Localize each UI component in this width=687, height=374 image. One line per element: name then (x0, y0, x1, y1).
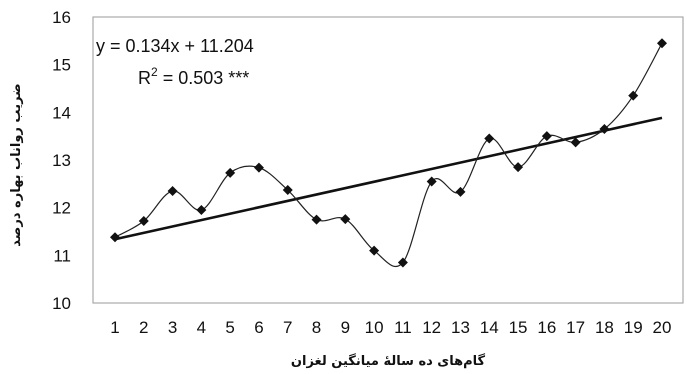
data-point-marker (513, 162, 524, 173)
y-tick-label: 15 (52, 56, 71, 75)
x-tick-label: 16 (537, 318, 556, 337)
data-point-marker (369, 245, 380, 256)
regression-equation: y = 0.134x + 11.204 (96, 36, 254, 56)
data-point-marker (311, 214, 322, 225)
data-point-marker (167, 185, 178, 196)
x-tick-label: 13 (451, 318, 470, 337)
data-point-marker (282, 185, 293, 196)
r-squared-label: R2 = 0.503 *** (138, 65, 249, 88)
x-tick-label: 14 (480, 318, 499, 337)
x-tick-label: 12 (422, 318, 441, 337)
data-point-marker (225, 167, 236, 178)
y-axis-ticks: 10 11 12 13 14 15 16 (52, 8, 71, 313)
data-point-marker (253, 162, 264, 173)
data-point-marker (340, 214, 351, 225)
x-tick-label: 4 (197, 318, 206, 337)
y-axis-title: ضریب رواناب بهاره درصد (9, 83, 24, 246)
data-point-marker (599, 124, 610, 135)
data-point-marker (455, 186, 466, 197)
data-point-marker (138, 216, 149, 227)
data-point-marker (110, 232, 120, 243)
data-point-marker (397, 257, 408, 268)
x-tick-label: 9 (341, 318, 350, 337)
y-tick-label: 16 (52, 8, 71, 27)
x-tick-label: 1 (110, 318, 119, 337)
y-tick-label: 11 (53, 246, 71, 265)
x-tick-label: 3 (168, 318, 177, 337)
y-tick-label: 10 (52, 294, 71, 313)
data-point-marker (541, 131, 552, 142)
y-tick-label: 12 (52, 199, 71, 218)
x-tick-label: 8 (312, 318, 321, 337)
x-tick-label: 19 (624, 318, 643, 337)
data-point-marker (628, 90, 639, 101)
x-tick-label: 11 (394, 318, 412, 337)
data-point-marker (484, 133, 495, 144)
y-tick-label: 13 (52, 151, 71, 170)
x-axis-ticks: 1 2 3 4 5 6 7 8 9 10 11 12 13 14 15 16 17 18 19 20 (110, 318, 671, 337)
x-axis-title: گام‌های ده سالهٔ میانگین لغزان (291, 353, 486, 369)
x-tick-label: 15 (509, 318, 528, 337)
y-tick-label: 14 (52, 103, 71, 122)
data-point-marker (196, 205, 207, 216)
x-tick-label: 17 (566, 318, 585, 337)
trendline (114, 116, 663, 241)
x-tick-label: 6 (254, 318, 263, 337)
x-tick-label: 7 (283, 318, 292, 337)
x-tick-label: 2 (139, 318, 148, 337)
data-point-marker (657, 38, 667, 49)
series-markers (110, 38, 667, 268)
data-point-marker (570, 137, 581, 148)
x-tick-label: 20 (653, 318, 672, 337)
data-point-marker (426, 176, 437, 187)
x-tick-label: 10 (365, 318, 384, 337)
x-tick-label: 5 (225, 318, 234, 337)
plot-frame (92, 16, 684, 304)
x-tick-label: 18 (595, 318, 614, 337)
